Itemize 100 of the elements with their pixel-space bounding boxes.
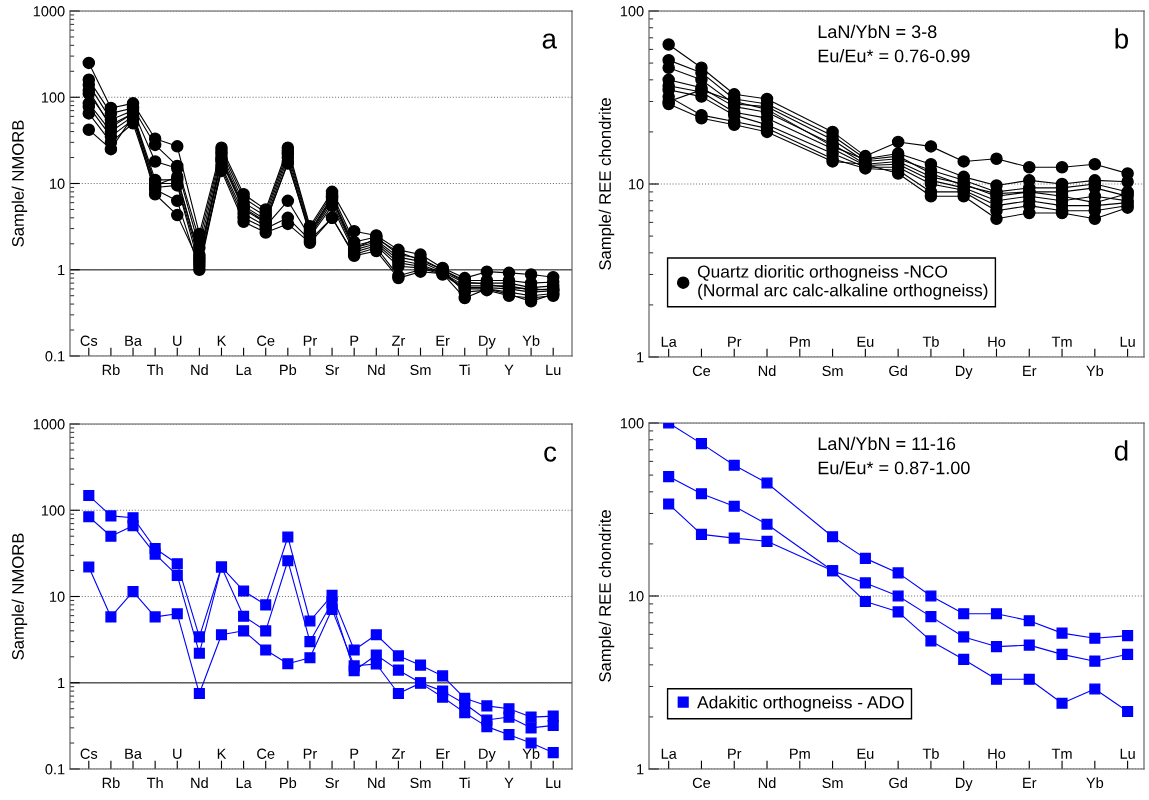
x-tick-label: Ti [459,777,470,788]
x-tick-label: Ce [692,365,711,377]
x-tick-label: La [661,748,677,759]
legend-label: Adakitic orthogneiss - ADO [697,695,904,712]
x-tick-label: Lu [1120,748,1135,759]
x-tick-label: Ce [257,748,275,759]
x-tick-label: Pr [728,748,742,759]
y-tick-label: 100 [41,505,65,516]
x-tick-label: Pr [728,336,742,347]
x-tick-label: Dy [479,335,496,349]
x-tick-label: Ce [692,777,711,789]
legend-label: Quartz dioritic orthogneiss -NCO (Normal arc calc-alkaline orthogneiss) [697,264,988,300]
x-tick-label: Sm [822,365,843,377]
x-tick-label: Y [504,777,514,788]
x-tick-label: Nd [368,777,385,789]
x-tick-label: Y [504,364,514,375]
annotation: b [1115,28,1128,49]
x-tick-label: Lu [1120,336,1135,347]
y-axis-title: Sample/ REE chondrite [598,510,615,682]
y-axis-title: Sample/ REE chondrite [598,98,615,270]
x-tick-label: Yb [522,748,540,759]
x-tick-label: Tm [1051,748,1072,759]
x-tick-label: Nd [191,777,208,789]
x-tick-label: Yb [522,335,540,346]
y-tick-label: 10 [629,591,644,602]
x-tick-label: P [350,748,359,759]
y-tick-label: 100 [620,6,644,17]
x-tick-label: Er [1023,777,1037,788]
x-tick-label: La [236,364,252,376]
x-tick-label: Sm [822,777,843,789]
y-tick-label: 1 [637,352,644,363]
x-tick-label: Zr [391,748,406,759]
x-tick-label: Rb [102,364,120,376]
y-tick-label: 10 [50,178,65,189]
y-tick-label: 100 [41,92,65,103]
x-tick-label: Er [436,748,450,759]
x-tick-label: Gd [889,365,907,377]
x-tick-label: Dy [955,365,973,379]
x-tick-label: Ba [125,335,142,346]
x-tick-label: Ti [459,364,470,375]
y-axis-title: Sample/ NMORB [11,120,28,247]
x-tick-label: Cs [80,335,98,346]
x-tick-label: Zr [391,335,406,346]
x-tick-label: Tb [922,748,939,759]
x-tick-label: Th [146,364,163,375]
y-tick-label: 1000 [33,419,65,430]
x-tick-label: Ba [125,748,142,759]
x-tick-label: Cs [80,748,98,759]
x-tick-label: Sm [410,364,431,376]
x-tick-label: Pb [280,777,297,789]
x-tick-label: Pm [790,336,810,347]
x-tick-label: Ho [988,748,1006,759]
x-tick-label: Nd [191,364,208,376]
y-tick-label: 1 [58,265,65,276]
x-tick-label: La [236,777,252,789]
x-tick-label: Pr [303,748,317,759]
x-tick-label: P [350,335,359,346]
x-tick-label: Lu [546,777,561,789]
x-tick-label: Pb [280,364,297,376]
x-tick-label: U [173,335,182,346]
y-tick-label: 1 [637,764,644,775]
x-tick-label: Tb [922,336,939,347]
annotation: Eu/Eu* = 0.76-0.99 [818,49,970,63]
y-tick-label: 1000 [33,6,65,17]
x-tick-label: Ho [988,336,1006,347]
y-tick-label: 10 [50,591,65,602]
annotation: Eu/Eu* = 0.87-1.00 [818,461,970,475]
x-tick-label: Eu [857,336,874,347]
x-tick-label: Er [1023,365,1037,376]
x-tick-label: Th [146,777,163,788]
x-tick-label: Rb [102,777,120,789]
y-tick-label: 10 [629,179,644,190]
x-tick-label: Lu [546,364,561,376]
x-tick-label: Dy [479,748,496,762]
y-tick-label: 0.1 [45,351,65,362]
x-tick-label: Nd [368,364,385,376]
y-tick-label: 1 [58,678,65,689]
x-tick-label: Pm [790,748,810,759]
x-tick-label: Sr [325,364,340,376]
x-tick-label: Sr [325,777,340,789]
x-tick-label: Sm [410,777,431,789]
annotation: LaN/YbN = 3-8 [818,24,937,39]
x-tick-label: Ce [257,335,275,346]
y-tick-label: 100 [620,418,644,429]
x-tick-label: Pr [303,335,317,346]
x-tick-label: Yb [1086,777,1104,789]
x-tick-label: La [661,336,677,347]
annotation: d [1114,440,1128,461]
x-tick-label: Gd [889,777,907,789]
x-tick-label: Eu [857,748,874,759]
x-tick-label: Nd [758,365,776,377]
x-tick-label: K [217,748,227,759]
y-axis-title: Sample/ NMORB [11,533,28,660]
x-tick-label: Nd [758,777,776,789]
x-tick-label: Yb [1086,365,1104,377]
annotation: c [544,446,557,462]
x-tick-label: U [173,748,182,759]
annotation: LaN/YbN = 11-16 [818,436,956,451]
y-tick-label: 0.1 [45,764,65,775]
x-tick-label: Er [436,335,450,346]
